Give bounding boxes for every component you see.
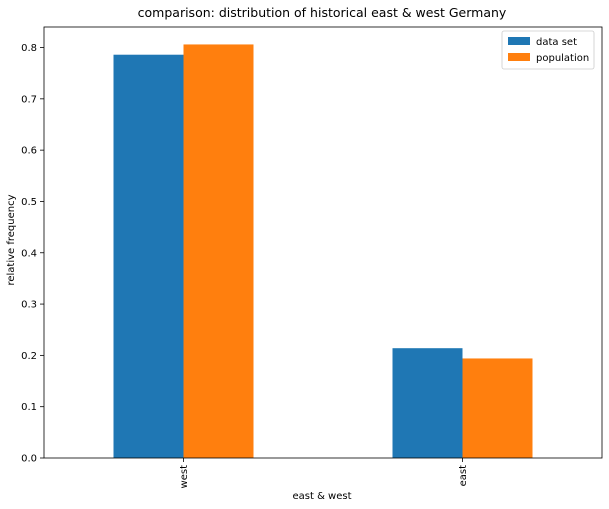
- x-axis-label: east & west: [292, 491, 351, 502]
- y-tick-label: 0.1: [21, 402, 37, 413]
- y-tick-label: 0.4: [21, 248, 37, 259]
- y-tick-label: 0.7: [21, 94, 37, 105]
- x-tick-label-east: east: [458, 465, 469, 486]
- y-tick-label: 0.3: [21, 300, 37, 311]
- bar-east-population: [462, 358, 533, 458]
- chart-title: comparison: distribution of historical e…: [138, 5, 507, 20]
- y-tick-label: 0.2: [21, 351, 37, 362]
- y-tick-label: 0.0: [21, 454, 37, 465]
- y-tick-label: 0.5: [21, 197, 37, 208]
- plot-area: west east 0.0 0.1 0.2 0.3 0.4 0.5 0.6 0.7 0.8: [21, 26, 603, 489]
- y-tick-label: 0.8: [21, 43, 37, 54]
- axes-frame: [43, 26, 603, 459]
- bar-west-population: [183, 44, 254, 458]
- bar-west-data-set: [113, 54, 184, 458]
- x-tick-label-west: west: [179, 465, 190, 489]
- y-tick-label: 0.6: [21, 146, 37, 157]
- legend: data set population: [501, 30, 595, 70]
- y-axis-label: relative frequency: [6, 194, 17, 285]
- legend-swatch-data-set: [508, 37, 530, 45]
- legend-swatch-population: [508, 53, 530, 61]
- bar-east-data-set: [392, 348, 463, 458]
- legend-label-data-set: data set: [536, 37, 577, 48]
- legend-label-population: population: [536, 53, 589, 64]
